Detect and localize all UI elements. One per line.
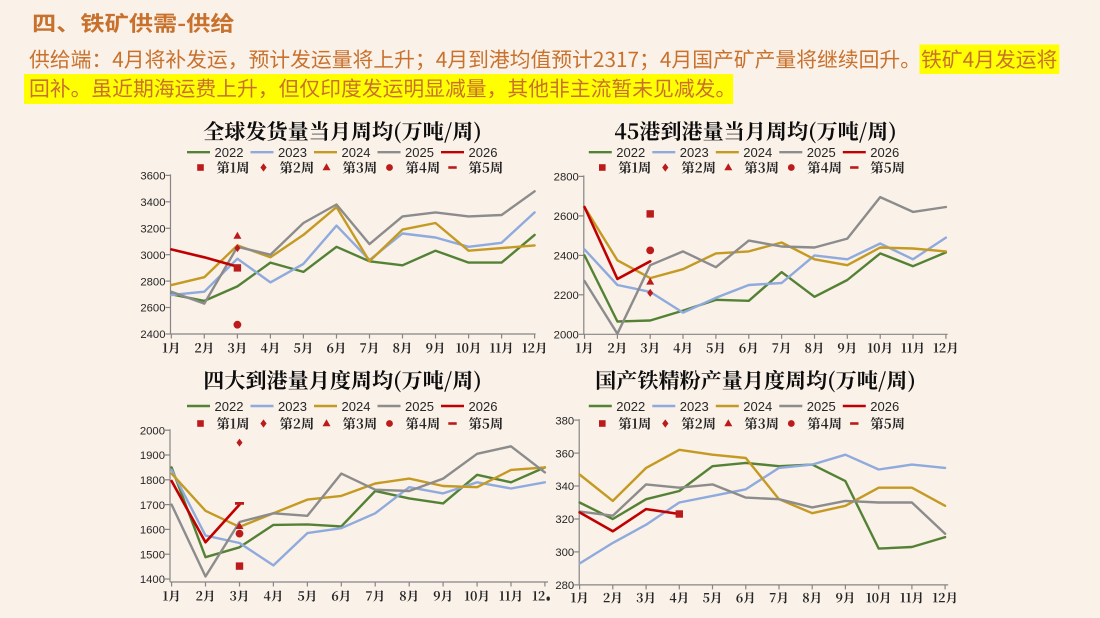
- svg-text:1700: 1700: [140, 500, 165, 512]
- svg-text:2000: 2000: [140, 425, 165, 437]
- svg-text:2024: 2024: [342, 399, 371, 414]
- svg-text:2025: 2025: [405, 399, 434, 414]
- svg-text:1400: 1400: [140, 574, 165, 586]
- svg-text:2025: 2025: [807, 399, 836, 414]
- svg-text:2024: 2024: [342, 145, 371, 160]
- svg-text:320: 320: [555, 514, 574, 526]
- svg-text:2800: 2800: [140, 276, 165, 288]
- svg-text:2023: 2023: [680, 399, 709, 414]
- svg-text:2025: 2025: [807, 145, 836, 160]
- svg-text:2022: 2022: [215, 399, 244, 414]
- svg-text:280: 280: [555, 580, 574, 592]
- svg-text:1800: 1800: [140, 475, 165, 487]
- svg-text:2023: 2023: [278, 399, 307, 414]
- svg-text:3200: 3200: [140, 224, 165, 236]
- svg-text:340: 340: [555, 481, 574, 493]
- svg-text:3400: 3400: [140, 197, 165, 209]
- svg-text:2022: 2022: [616, 145, 645, 160]
- svg-text:2600: 2600: [140, 303, 165, 315]
- svg-text:2022: 2022: [215, 145, 244, 160]
- svg-text:2022: 2022: [616, 399, 645, 414]
- svg-text:1500: 1500: [140, 549, 165, 561]
- svg-text:2025: 2025: [405, 145, 434, 160]
- svg-text:2023: 2023: [278, 145, 307, 160]
- svg-text:2400: 2400: [140, 329, 165, 341]
- svg-text:2800: 2800: [554, 172, 579, 184]
- svg-text:2000: 2000: [554, 330, 579, 342]
- svg-text:2024: 2024: [743, 399, 772, 414]
- svg-text:2400: 2400: [554, 251, 579, 263]
- svg-text:2026: 2026: [870, 399, 899, 414]
- svg-text:3000: 3000: [140, 250, 165, 262]
- svg-text:3600: 3600: [140, 171, 165, 183]
- svg-text:2600: 2600: [554, 211, 579, 223]
- svg-text:2023: 2023: [680, 145, 709, 160]
- svg-text:2200: 2200: [554, 290, 579, 302]
- svg-text:2024: 2024: [743, 145, 772, 160]
- svg-text:380: 380: [555, 415, 574, 427]
- svg-text:1900: 1900: [140, 450, 165, 462]
- svg-text:360: 360: [555, 448, 574, 460]
- svg-text:2026: 2026: [469, 145, 498, 160]
- svg-text:300: 300: [555, 547, 574, 559]
- svg-text:2026: 2026: [870, 145, 899, 160]
- svg-text:2026: 2026: [469, 399, 498, 414]
- svg-text:1600: 1600: [140, 525, 165, 537]
